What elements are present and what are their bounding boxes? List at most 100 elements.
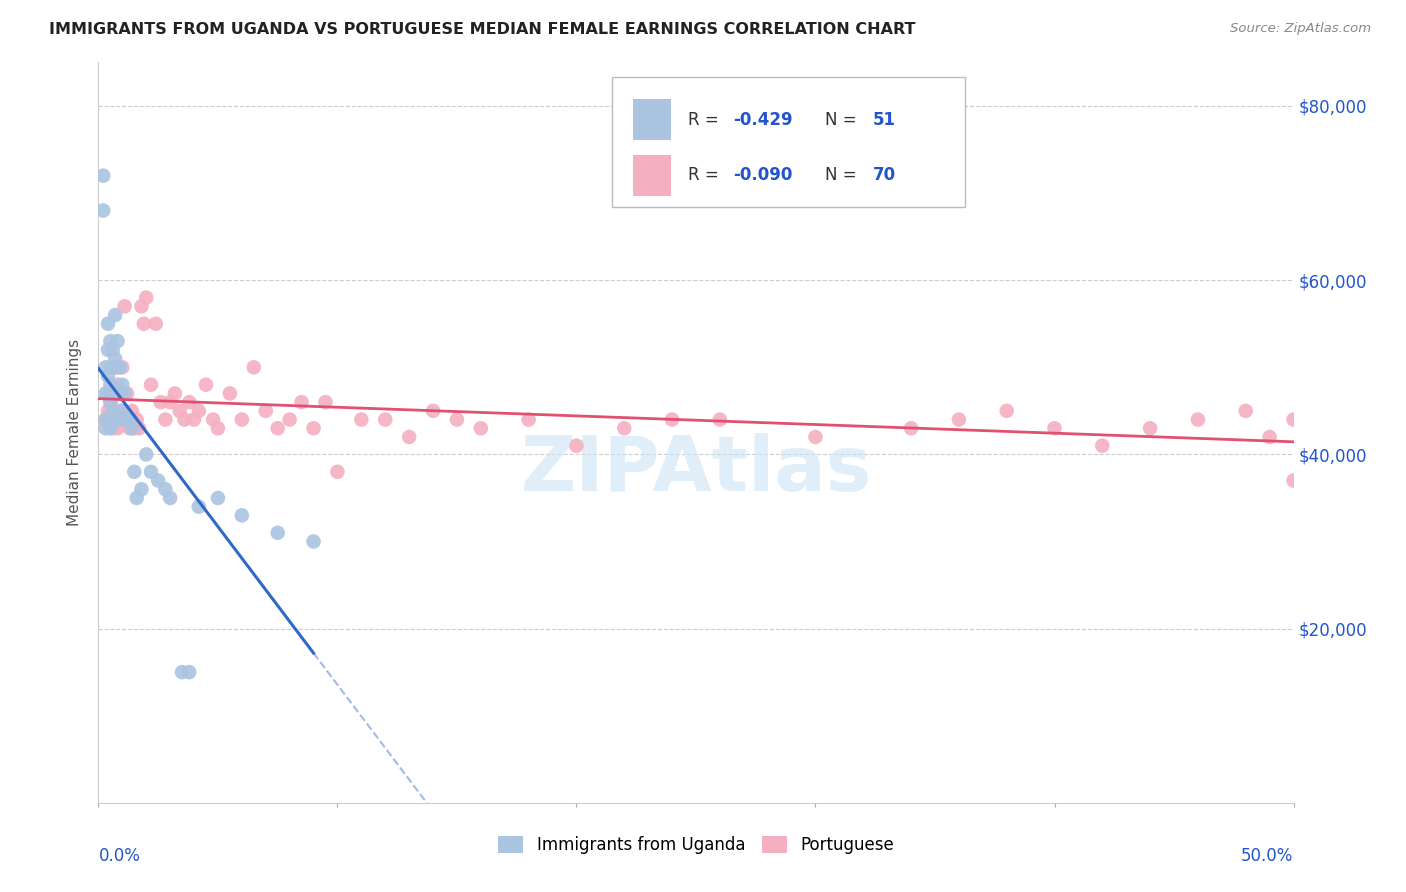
Point [132,317,155,331]
Text: 0.0%: 0.0% [98,847,141,865]
Point [101,343,124,357]
Text: ZIPAtlas: ZIPAtlas [520,433,872,507]
Y-axis label: Median Female Earnings: Median Female Earnings [67,339,83,526]
FancyBboxPatch shape [613,78,965,207]
Point [104,308,127,322]
Point [107,386,129,401]
Point [169,404,191,418]
Point [114,386,136,401]
Point [98,395,122,409]
Point [207,421,229,435]
Point [108,412,131,426]
Point [121,421,143,435]
Point [422,404,444,418]
Point [125,412,148,426]
Point [517,412,540,426]
Legend: Immigrants from Uganda, Portuguese: Immigrants from Uganda, Portuguese [492,830,900,861]
Text: -0.429: -0.429 [733,111,793,128]
Point [101,421,124,435]
Point [139,377,162,392]
Point [1139,421,1161,435]
Point [104,351,127,366]
Point [163,386,186,401]
Point [709,412,731,426]
Text: 50.0%: 50.0% [1241,847,1294,865]
Point [94,412,117,426]
Point [267,421,290,435]
Point [155,482,177,496]
Point [302,534,325,549]
Point [995,404,1018,418]
Point [613,421,636,435]
Point [115,386,138,401]
Point [128,421,150,435]
Point [219,386,242,401]
Point [107,377,129,392]
Point [278,412,301,426]
Point [114,412,136,426]
Point [139,465,162,479]
Point [202,412,225,426]
Point [315,395,337,409]
Point [135,291,157,305]
Point [446,412,468,426]
Point [1258,430,1281,444]
Point [149,395,172,409]
Text: R =: R = [688,166,724,185]
Point [98,377,122,392]
Point [104,386,127,401]
Point [565,439,588,453]
Point [111,377,134,392]
Point [98,334,122,348]
Point [661,412,683,426]
Point [195,377,218,392]
Point [804,430,827,444]
Point [98,412,122,426]
Point [94,360,117,375]
Point [104,412,127,426]
Point [159,491,181,505]
Text: IMMIGRANTS FROM UGANDA VS PORTUGUESE MEDIAN FEMALE EARNINGS CORRELATION CHART: IMMIGRANTS FROM UGANDA VS PORTUGUESE MED… [49,22,915,37]
Text: N =: N = [825,166,862,185]
Point [231,412,253,426]
Bar [633,155,671,195]
Point [107,360,129,375]
Point [179,395,201,409]
Point [108,404,131,418]
Point [104,412,127,426]
Point [125,491,148,505]
Point [302,421,325,435]
Point [101,412,124,426]
Point [148,474,170,488]
Text: Source: ZipAtlas.com: Source: ZipAtlas.com [1230,22,1371,36]
Point [1282,474,1305,488]
Point [231,508,253,523]
Point [187,500,209,514]
Point [1282,412,1305,426]
Point [94,421,117,435]
Point [97,404,120,418]
Point [900,421,922,435]
Point [111,412,134,426]
Point [91,203,114,218]
Point [243,360,266,375]
Point [1043,421,1066,435]
Point [326,465,349,479]
Point [948,412,970,426]
Text: 70: 70 [873,166,896,185]
Point [101,360,124,375]
Text: -0.090: -0.090 [733,166,793,185]
Point [108,360,131,375]
Point [97,386,120,401]
Point [121,404,143,418]
Point [98,421,122,435]
Bar [633,99,671,140]
Point [131,482,153,496]
Point [155,412,177,426]
Point [470,421,492,435]
Point [350,412,373,426]
Point [172,665,194,680]
Point [115,412,138,426]
Point [124,465,146,479]
Point [183,412,205,426]
